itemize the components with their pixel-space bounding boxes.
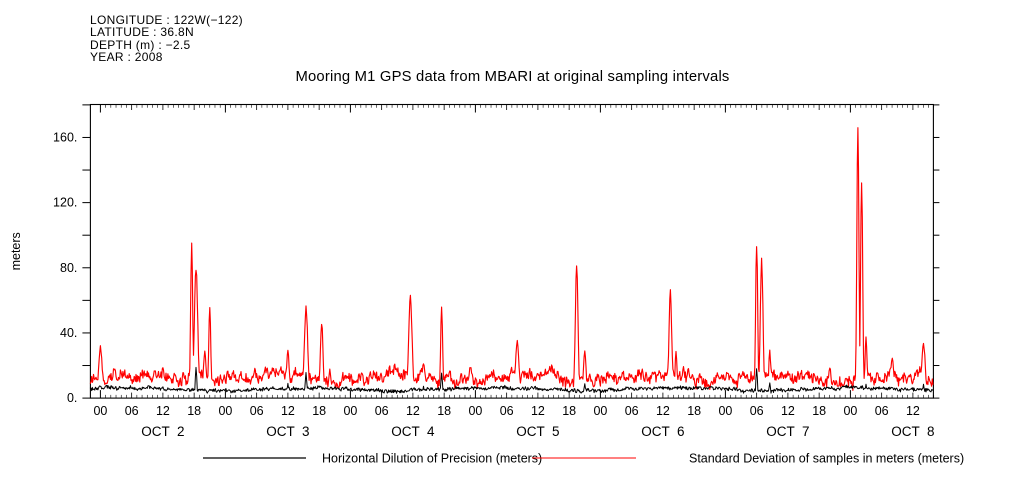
svg-text:18: 18 <box>437 404 451 418</box>
svg-text:OCT 4: OCT 4 <box>391 424 435 439</box>
svg-text:12: 12 <box>531 404 545 418</box>
svg-text:160.: 160. <box>53 130 77 144</box>
svg-text:12: 12 <box>156 404 170 418</box>
svg-text:OCT 2: OCT 2 <box>141 424 184 439</box>
svg-text:00: 00 <box>93 404 107 418</box>
svg-text:00: 00 <box>468 404 482 418</box>
svg-text:OCT 7: OCT 7 <box>766 424 809 439</box>
svg-text:meters: meters <box>9 232 23 270</box>
svg-text:06: 06 <box>750 404 764 418</box>
svg-text:00: 00 <box>843 404 857 418</box>
svg-text:12: 12 <box>906 404 920 418</box>
svg-text:00: 00 <box>218 404 232 418</box>
svg-text:12: 12 <box>656 404 670 418</box>
svg-text:18: 18 <box>312 404 326 418</box>
svg-text:00: 00 <box>718 404 732 418</box>
svg-text:OCT 6: OCT 6 <box>641 424 684 439</box>
svg-text:06: 06 <box>125 404 139 418</box>
svg-text:12: 12 <box>781 404 795 418</box>
svg-text:00: 00 <box>593 404 607 418</box>
svg-text:Standard Deviation of samples: Standard Deviation of samples in meters … <box>689 452 964 466</box>
svg-text:12: 12 <box>281 404 295 418</box>
svg-text:OCT 3: OCT 3 <box>266 424 309 439</box>
svg-text:12: 12 <box>406 404 420 418</box>
svg-text:80.: 80. <box>60 261 77 275</box>
svg-text:06: 06 <box>875 404 889 418</box>
svg-text:40.: 40. <box>60 326 77 340</box>
svg-text:Horizontal Dilution of Precisi: Horizontal Dilution of Precision (meters… <box>322 452 542 466</box>
svg-text:00: 00 <box>343 404 357 418</box>
svg-text:0.: 0. <box>67 391 77 405</box>
svg-text:06: 06 <box>375 404 389 418</box>
svg-text:OCT 8: OCT 8 <box>891 424 934 439</box>
svg-text:06: 06 <box>625 404 639 418</box>
svg-text:06: 06 <box>500 404 514 418</box>
svg-text:120.: 120. <box>53 196 77 210</box>
svg-text:06: 06 <box>250 404 264 418</box>
svg-text:18: 18 <box>687 404 701 418</box>
svg-text:18: 18 <box>187 404 201 418</box>
svg-text:OCT 5: OCT 5 <box>516 424 559 439</box>
svg-text:18: 18 <box>812 404 826 418</box>
svg-text:18: 18 <box>562 404 576 418</box>
